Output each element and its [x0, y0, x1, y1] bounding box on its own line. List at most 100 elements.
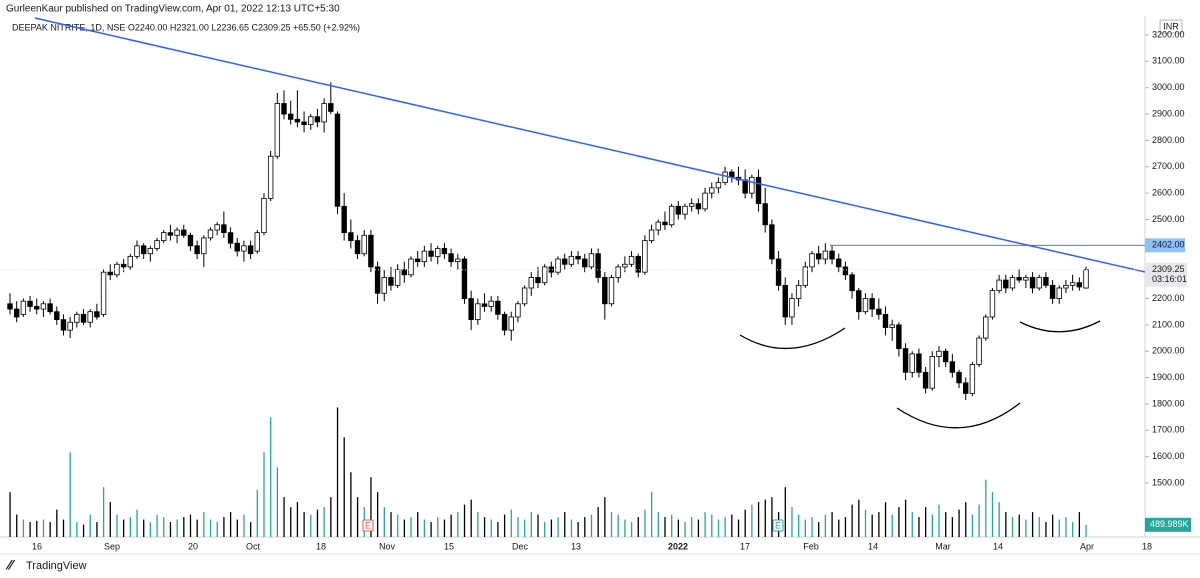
candle-body [114, 263, 120, 276]
volume-bar [597, 507, 599, 537]
y-tick-label: 2700.00 [1152, 161, 1185, 171]
candle-body [481, 303, 488, 307]
volume-bar [878, 512, 880, 537]
earnings-marker-box [362, 519, 374, 532]
volume-bar [684, 522, 686, 537]
volume-bar [697, 519, 700, 537]
volume-bar [1011, 517, 1014, 537]
volume-bar [671, 514, 673, 537]
volume-bar [644, 509, 646, 537]
x-tick-label: 16 [32, 541, 42, 551]
candle-body [555, 258, 561, 273]
candle-body [782, 284, 788, 318]
candle-body [308, 116, 314, 125]
candle-body [896, 324, 902, 350]
volume-bar [463, 504, 466, 537]
volume-bar [330, 497, 332, 537]
volume-bar [310, 514, 312, 537]
candle-body [441, 248, 448, 255]
candle-body [435, 248, 441, 257]
candle-body [722, 171, 728, 183]
volume-bar [965, 502, 967, 537]
volume-bar [1051, 514, 1054, 537]
candle-body [27, 300, 33, 307]
candle-body [688, 203, 695, 207]
volume-bar [96, 522, 98, 537]
candle-body [856, 290, 862, 313]
volume-bar [136, 509, 138, 537]
x-tick-label: 2022 [668, 541, 688, 551]
level-label: 2402.00 [1152, 240, 1185, 250]
volume-bar [771, 497, 773, 537]
candle-body [7, 303, 13, 310]
volume-bar [991, 492, 994, 537]
volume-bar [851, 504, 853, 537]
volume-bar [229, 512, 232, 537]
volume-bar [490, 519, 492, 537]
candle-body [80, 313, 87, 323]
volume-bar [1018, 514, 1020, 537]
candle-body [87, 311, 93, 323]
volume-bar [550, 519, 553, 537]
candle-body [194, 245, 200, 255]
volume-bar [724, 517, 726, 537]
volume-bar [249, 522, 252, 537]
volume-bar [42, 519, 45, 537]
candle-body [755, 176, 762, 205]
candle-body [201, 237, 207, 255]
volume-bar [216, 522, 218, 537]
volume-bar [510, 509, 512, 537]
candle-body [448, 253, 454, 263]
candle-body [1003, 279, 1009, 289]
volume-bar [637, 517, 639, 537]
volume-bar [610, 512, 613, 537]
candle-body [267, 155, 274, 199]
volume-bar [370, 477, 372, 537]
volume-label: 489.989K [1150, 519, 1189, 529]
volume-bar [143, 519, 145, 537]
candle-body [341, 205, 347, 234]
shoulder-arc [739, 327, 846, 350]
volume-bar [176, 519, 178, 537]
candle-body [314, 116, 321, 123]
candle-body [655, 221, 661, 231]
candle-body [40, 303, 47, 310]
candle-body [294, 118, 301, 123]
x-tick-label: 18 [1142, 541, 1152, 551]
y-tick-label: 1900.00 [1152, 372, 1185, 382]
volume-bar [557, 517, 559, 537]
volume-bar [517, 517, 519, 537]
volume-bar [457, 512, 459, 537]
volume-bar [925, 507, 927, 537]
y-tick-label: 2900.00 [1152, 108, 1185, 118]
candle-body [795, 284, 802, 299]
y-tick-label: 2200.00 [1152, 293, 1185, 303]
y-tick-label: 2000.00 [1152, 346, 1185, 356]
volume-bar [998, 502, 1000, 537]
volume-bar [450, 514, 452, 537]
candle-body [789, 298, 795, 318]
candle-body [274, 103, 281, 157]
candle-body [615, 266, 621, 278]
volume-bar [443, 519, 446, 537]
candle-body [394, 269, 401, 286]
candle-body [281, 103, 287, 115]
candle-body [942, 350, 949, 363]
candle-body [94, 311, 100, 318]
volume-bar [276, 467, 279, 537]
volume-bar [858, 499, 860, 537]
volume-bar [978, 504, 980, 537]
candle-body [1016, 277, 1022, 281]
x-tick-label: Oct [246, 541, 261, 551]
candle-body [582, 258, 588, 268]
volume-bar [102, 487, 105, 537]
x-tick-label: Feb [803, 541, 819, 551]
candle-body [976, 337, 982, 365]
candle-body [983, 316, 989, 339]
candle-body [401, 269, 408, 276]
volume-bar [945, 512, 947, 537]
candle-body [488, 300, 494, 307]
y-tick-label: 1600.00 [1152, 451, 1185, 461]
volume-bar [938, 504, 940, 537]
volume-bar [336, 407, 339, 537]
